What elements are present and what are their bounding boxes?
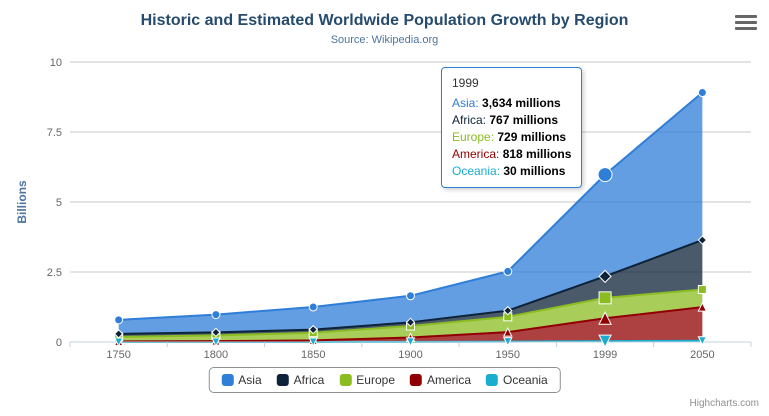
africa-point-1950[interactable] bbox=[503, 305, 513, 316]
asia-point-2050[interactable] bbox=[697, 88, 707, 98]
europe-point-1999[interactable] bbox=[598, 291, 612, 305]
x-axis-label: 1750 bbox=[106, 349, 130, 361]
tooltip: 1999 Asia: 3,634 millions Africa: 767 mil… bbox=[441, 67, 583, 188]
tooltip-header: 1999 bbox=[452, 76, 479, 90]
x-axis-label: 1999 bbox=[593, 349, 617, 361]
y-axis-label: 10 bbox=[50, 57, 62, 69]
y-axis-label: 7.5 bbox=[47, 127, 62, 139]
legend-symbol-africa bbox=[276, 374, 289, 386]
legend-item-america[interactable]: America bbox=[410, 373, 471, 387]
tooltip-row-asia: Asia: 3,634 millions bbox=[452, 96, 561, 110]
y-axis-title: Billions bbox=[15, 180, 29, 224]
legend-label: America bbox=[427, 373, 472, 387]
oceania-point-1850[interactable] bbox=[308, 337, 319, 348]
europe-point-2050[interactable] bbox=[697, 285, 707, 294]
america-area[interactable] bbox=[118, 307, 703, 342]
export-menu-button[interactable] bbox=[735, 15, 757, 30]
africa-area[interactable] bbox=[118, 240, 703, 337]
y-axis-label: 5 bbox=[56, 197, 62, 209]
legend: Asia Africa Europe America Oceania bbox=[208, 367, 561, 393]
africa-point-1900[interactable] bbox=[405, 317, 416, 328]
africa-point-2050[interactable] bbox=[697, 235, 708, 245]
america-point-2050[interactable] bbox=[697, 301, 708, 312]
tooltip-row-europe: Europe: 729 millions bbox=[452, 130, 567, 144]
hamburger-icon bbox=[735, 15, 757, 30]
legend-label: Europe bbox=[356, 373, 396, 387]
oceania-point-1900[interactable] bbox=[405, 337, 416, 347]
asia-point-1999[interactable] bbox=[597, 167, 613, 183]
africa-point-1800[interactable] bbox=[211, 327, 221, 338]
legend-symbol-europe bbox=[339, 374, 352, 386]
legend-item-europe[interactable]: Europe bbox=[339, 373, 395, 387]
oceania-point-1750[interactable] bbox=[113, 337, 124, 348]
africa-point-1999[interactable] bbox=[598, 269, 612, 284]
chart-title: Historic and Estimated Worldwide Populat… bbox=[140, 12, 629, 29]
legend-item-asia[interactable]: Asia bbox=[221, 373, 262, 387]
y-axis-label: 2.5 bbox=[47, 267, 62, 279]
tooltip-row-africa: Africa: 767 millions bbox=[452, 113, 559, 127]
chart-subtitle: Source: Wikipedia.org bbox=[330, 34, 439, 46]
legend-item-africa[interactable]: Africa bbox=[276, 373, 325, 387]
asia-point-1800[interactable] bbox=[211, 310, 221, 320]
asia-point-1850[interactable] bbox=[308, 302, 318, 312]
asia-point-1750[interactable] bbox=[114, 315, 124, 325]
oceania-point-1950[interactable] bbox=[502, 337, 513, 347]
oceania-point-2050[interactable] bbox=[697, 336, 708, 346]
legend-symbol-america bbox=[410, 374, 423, 386]
tooltip-row-america: America: 818 millions bbox=[452, 147, 572, 161]
credits-link[interactable]: Highcharts.com bbox=[689, 398, 759, 409]
legend-label: Oceania bbox=[503, 373, 548, 387]
asia-point-1900[interactable] bbox=[406, 291, 415, 301]
asia-area[interactable] bbox=[118, 92, 703, 334]
x-axis-label: 2050 bbox=[690, 349, 714, 361]
legend-label: Asia bbox=[238, 373, 262, 387]
x-axis-label: 1850 bbox=[301, 349, 325, 361]
y-axis-label: 0 bbox=[56, 337, 62, 349]
asia-point-1950[interactable] bbox=[503, 266, 513, 276]
africa-point-1850[interactable] bbox=[308, 324, 318, 335]
x-axis-label: 1950 bbox=[496, 349, 520, 361]
oceania-point-1800[interactable] bbox=[211, 337, 221, 348]
x-axis-label: 1800 bbox=[204, 349, 228, 361]
legend-symbol-oceania bbox=[486, 374, 499, 386]
america-point-1950[interactable] bbox=[502, 327, 513, 337]
x-axis-label: 1900 bbox=[398, 349, 422, 361]
tooltip-row-oceania: Oceania: 30 millions bbox=[452, 164, 566, 178]
oceania-point-1999[interactable] bbox=[598, 334, 612, 349]
legend-item-oceania[interactable]: Oceania bbox=[486, 373, 548, 387]
legend-symbol-asia bbox=[221, 374, 234, 386]
tooltip-rows: Asia: 3,634 millions Africa: 767 millions… bbox=[452, 95, 571, 180]
legend-label: Africa bbox=[293, 373, 325, 387]
america-point-1999[interactable] bbox=[598, 311, 612, 325]
